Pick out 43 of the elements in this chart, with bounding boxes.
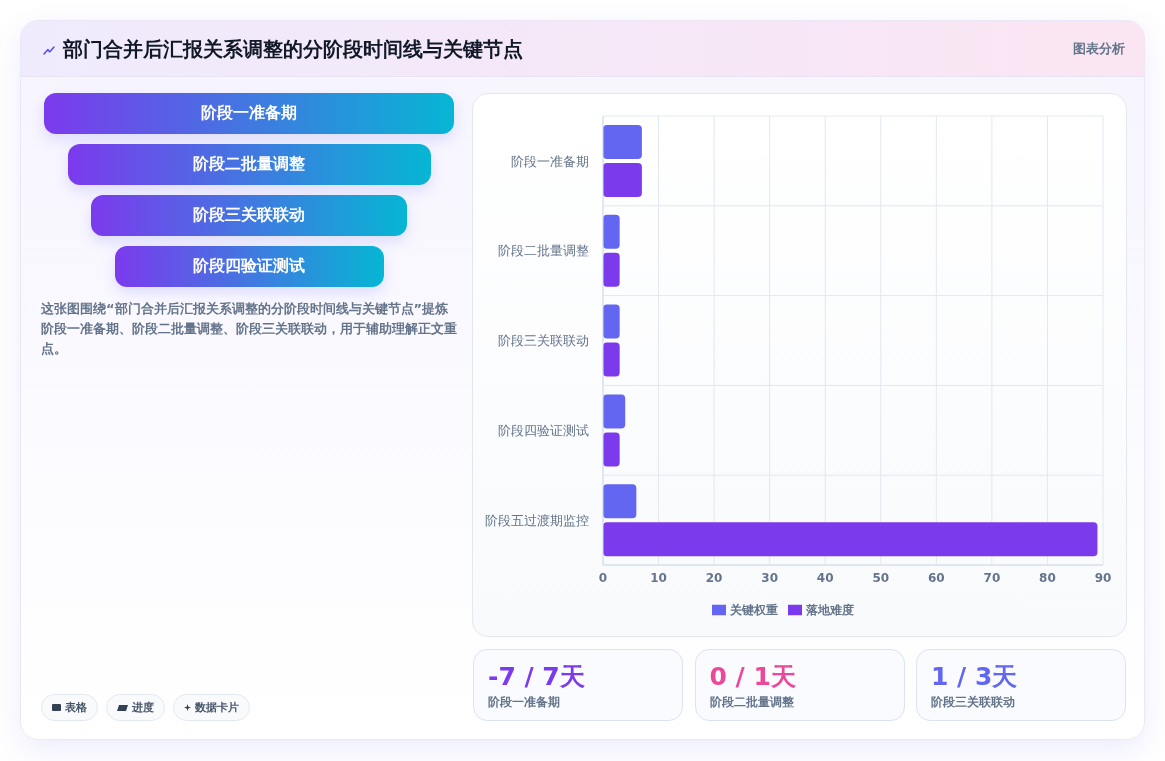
bar — [603, 214, 620, 249]
legend-label: 落地难度 — [805, 603, 854, 617]
x-tick-label: 80 — [1039, 570, 1056, 585]
category-label: 阶段三关联联动 — [193, 205, 305, 226]
bar — [603, 162, 642, 197]
text: 进度 — [132, 700, 154, 715]
y-tick-label: 阶段一准备期 — [511, 153, 589, 169]
x-tick-label: 20 — [705, 570, 723, 585]
x-tick-label: 40 — [816, 570, 834, 585]
category-label: 阶段三关联联动 — [931, 695, 1015, 709]
text: 图表分析 — [1073, 41, 1125, 56]
y-tick-label: 阶段五过渡期监控 — [485, 512, 589, 528]
x-tick-label: 90 — [1094, 570, 1112, 585]
x-tick-label: 0 — [598, 570, 608, 585]
category-label: 阶段二批量调整 — [709, 695, 794, 709]
y-tick-label: 阶段四验证测试 — [498, 422, 589, 438]
text: -7 / 7天 — [488, 662, 585, 691]
bar — [603, 522, 1098, 557]
x-tick-label: 50 — [872, 570, 890, 585]
bar — [603, 432, 620, 467]
bar — [603, 124, 642, 159]
bar — [603, 394, 626, 429]
text: 1 / 3天 — [931, 662, 1018, 691]
x-tick-label: 10 — [650, 570, 667, 585]
legend-label: 关键权重 — [729, 603, 778, 617]
text: 这张图围绕“部门合并后汇报关系调整的分阶段时间线与关键节点”提炼阶段一准备期、阶段二批量调整、阶段三关联联动，用于辅助理解正文重点。 — [41, 301, 457, 356]
category-label: 阶段一准备期 — [201, 103, 297, 124]
bar — [603, 342, 620, 377]
x-tick-label: 70 — [983, 570, 1001, 585]
x-tick-label: 60 — [927, 570, 945, 585]
x-tick-label: 30 — [761, 570, 779, 585]
text: 数据卡片 — [195, 700, 239, 715]
category-label: 阶段二批量调整 — [193, 154, 305, 175]
bar — [603, 304, 620, 339]
bar — [603, 252, 620, 287]
bar — [603, 484, 637, 519]
category-label: 阶段一准备期 — [488, 695, 560, 709]
text: 部门合并后汇报关系调整的分阶段时间线与关键节点 — [63, 37, 523, 61]
text: 0 / 1天 — [709, 662, 796, 691]
y-tick-label: 阶段二批量调整 — [498, 243, 589, 259]
text: 表格 — [65, 700, 87, 715]
y-tick-label: 阶段三关联联动 — [498, 333, 589, 349]
category-label: 阶段四验证测试 — [193, 256, 305, 277]
